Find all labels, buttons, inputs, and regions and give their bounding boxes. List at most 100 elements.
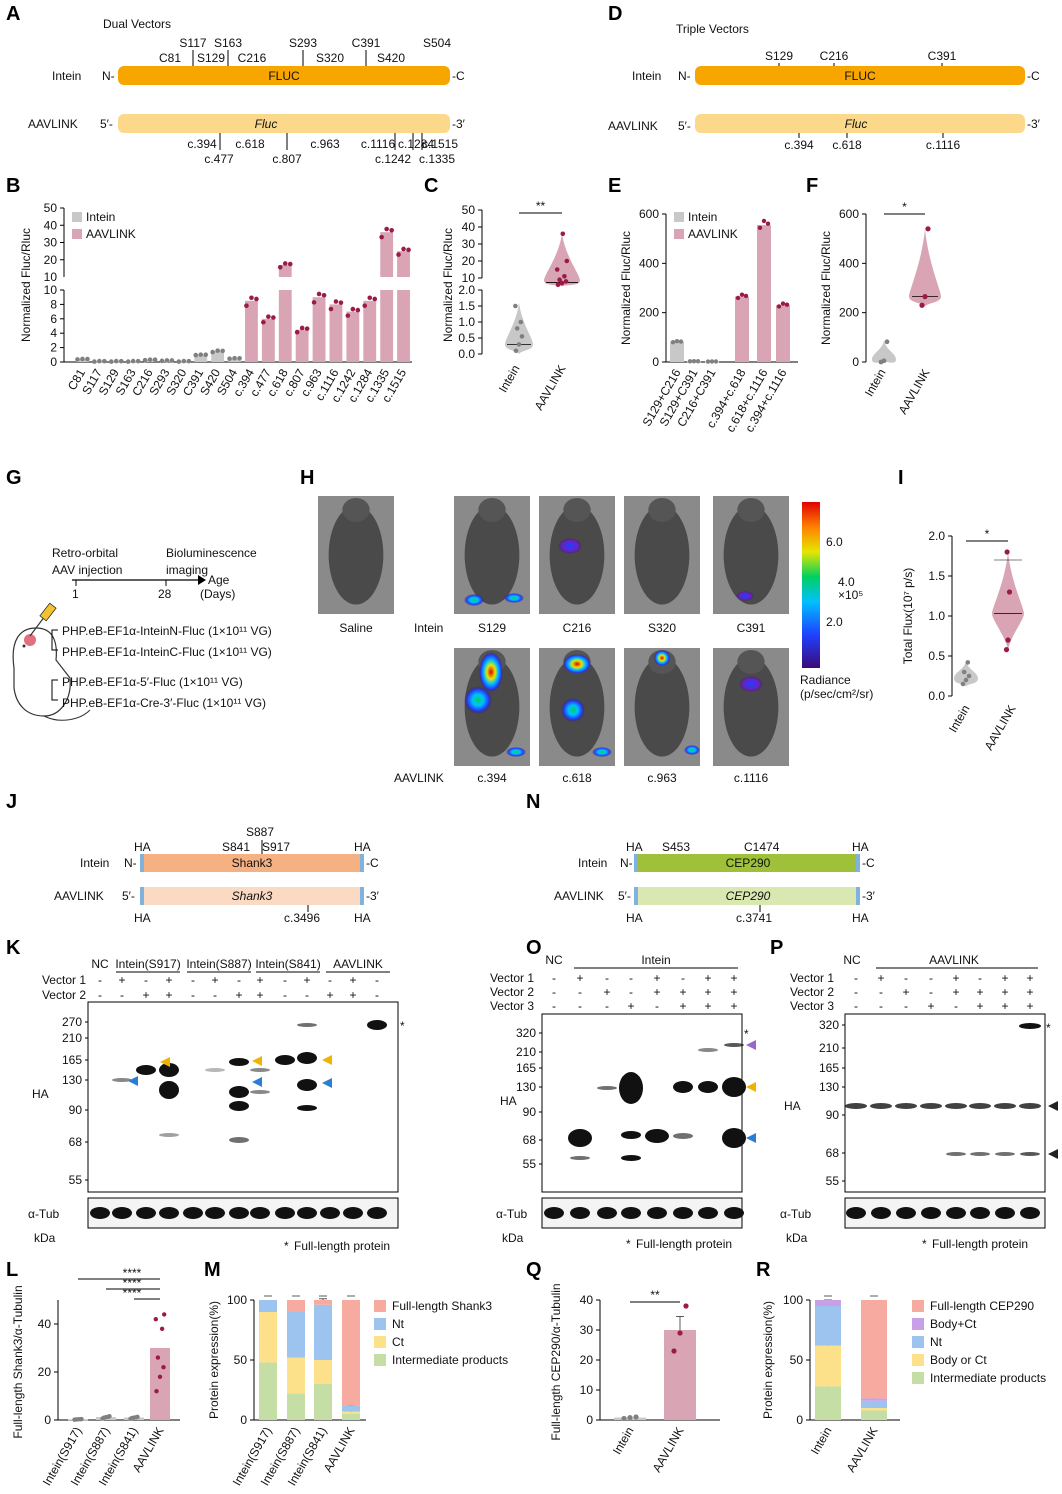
- c-point-aavlink-0: [555, 282, 561, 288]
- cep290-ha-top-right: HA: [852, 840, 869, 854]
- panel-label-f: F: [806, 175, 818, 197]
- l-significance-0: ****: [123, 1266, 142, 1280]
- i-ytick-label-4: 2.0: [928, 529, 945, 543]
- blot-k-sign-1-6: +: [235, 988, 242, 1002]
- blot-k-arrowhead-icon-2: [252, 1056, 262, 1066]
- b-bar-8: [211, 351, 225, 362]
- i-ylabel: Total Flux(10⁷ p/s): [901, 568, 915, 664]
- d-site-bot-1: c.618: [832, 138, 862, 152]
- e-point-3-2: [743, 293, 749, 299]
- blot-o-kda-label: kDa: [502, 1231, 524, 1245]
- b-point-2-2: [118, 358, 124, 364]
- cep290-protein-bar: [634, 854, 860, 872]
- blot-k-fulllength-star: *: [400, 1019, 405, 1033]
- shank3-gene-ha-right: [360, 887, 364, 905]
- b-point-14-2: [321, 292, 327, 298]
- c-point-aavlink-4: [562, 274, 567, 279]
- mouse-label-top-3: C391: [737, 621, 766, 635]
- q-point-0-2: [633, 1414, 639, 1420]
- e-ytick-label-0: 0: [652, 355, 659, 369]
- cep290-cut-site: c.3741: [736, 911, 772, 925]
- c-point-intein-1: [516, 342, 522, 347]
- blot-o-sign-1-4: +: [653, 985, 660, 999]
- f-ytick-label-0: 0: [852, 355, 859, 369]
- blot-p-sign-2-0: -: [854, 999, 858, 1013]
- chart-r: 0 50 100 Protein expression(%) Intein AAVLINK…: [761, 1293, 1046, 1475]
- chart-r-seg-1-4: [861, 1300, 887, 1399]
- blot-k-band-6: [229, 1058, 249, 1066]
- blot-k-vector-label-0: Vector 1: [42, 973, 86, 987]
- l-ytick-label-1: 20: [38, 1365, 52, 1379]
- blot-o-sign-1-5: +: [679, 985, 686, 999]
- panel-a-intein-label: Intein: [52, 69, 81, 83]
- c-point-intein-2: [519, 334, 525, 339]
- chart-r-legend-swatch-4: [912, 1300, 924, 1312]
- blot-p-tub-band-1: [871, 1207, 891, 1219]
- q-point-1-2: [683, 1303, 689, 1309]
- shank3-ha-bottom-left: HA: [134, 911, 151, 925]
- shank3-gene-bar: [140, 887, 364, 905]
- blot-o-nc-label: NC: [545, 953, 563, 967]
- radiance-tick-2: 2.0: [826, 615, 843, 629]
- blot-p-sign-0-4: +: [952, 971, 959, 985]
- i-point-intein-1: [963, 677, 969, 683]
- mouse-body-s320: [634, 505, 690, 605]
- b-bar-13: [295, 329, 309, 362]
- fluc-protein-label-d: FLUC: [844, 69, 876, 83]
- b-bar-10: [245, 300, 258, 362]
- blot-o-marker-2: 165: [516, 1061, 536, 1075]
- chart-m-legend-2: Nt: [392, 1317, 405, 1331]
- cep290-n-term: N-: [620, 856, 633, 870]
- panel-label-k: K: [6, 937, 21, 959]
- blot-p-sign-2-7: +: [1026, 999, 1033, 1013]
- blot-p-marker-5: 68: [826, 1146, 840, 1160]
- blot-k-sign-1-3: +: [165, 988, 172, 1002]
- mouse-label-bottom-0: c.394: [477, 771, 507, 785]
- site-mid-4: S420: [377, 51, 405, 65]
- f-violin-intein: [872, 341, 896, 363]
- b-bar-18: [380, 232, 394, 277]
- blot-o-band-6: [645, 1129, 669, 1143]
- cep290-3prime: -3′: [862, 889, 876, 903]
- b-point-19-1: [401, 246, 406, 252]
- d-site-bot-2: c.1116: [926, 138, 961, 152]
- blot-k-band-7: [229, 1086, 249, 1098]
- panel-label-h: H: [300, 467, 314, 489]
- shank3-aavlink-label: AAVLINK: [54, 889, 104, 903]
- panel-d-intein-label: Intein: [632, 69, 661, 83]
- blot-o-marker-0: 320: [516, 1026, 536, 1040]
- panel-d-title: Triple Vectors: [676, 22, 749, 36]
- panel-label-c: C: [424, 175, 438, 197]
- l-point-2-4: [133, 1415, 139, 1420]
- b-point-15-1: [333, 299, 339, 304]
- blot-o-tub-label: α-Tub: [496, 1207, 527, 1221]
- blot-p-band-12: [1019, 1023, 1041, 1029]
- fluc-protein-bar: [118, 66, 450, 85]
- blot-k-tub-band-11: [343, 1207, 363, 1219]
- mouse-label-top-0: S129: [478, 621, 506, 635]
- blot-k-sign-0-1: +: [118, 973, 125, 987]
- blot-p-group: AAVLINK: [929, 953, 979, 967]
- blot-p-sign-2-1: -: [879, 999, 883, 1013]
- chart-m-seg-0-1: [259, 1312, 277, 1363]
- construct-4: PHP.eB-EF1α-Cre-3′-Fluc (1×10¹¹ VG): [62, 696, 266, 710]
- b-point-0-0: [75, 357, 80, 362]
- blot-p-tub-label: α-Tub: [780, 1207, 811, 1221]
- blot-p-marker-3: 130: [819, 1080, 839, 1094]
- chart-r-seg-1-3: [861, 1398, 887, 1401]
- e-point-0-1: [674, 338, 680, 344]
- blot-o-marker-1: 210: [516, 1045, 536, 1059]
- shank3-gene-label: Shank3: [232, 889, 273, 903]
- panel-label-i: I: [898, 467, 904, 489]
- blot-p-marker-4: 90: [826, 1108, 840, 1122]
- blot-k-marker-4: 90: [69, 1103, 83, 1117]
- mouse-body-c394: [464, 657, 520, 757]
- b-ytick-label-break: 10: [44, 270, 58, 284]
- b-point-13-1: [299, 325, 305, 331]
- e-legend-swatch-intein: [674, 212, 684, 222]
- blot-k-tub-band-9: [297, 1207, 317, 1219]
- chart-r-seg-0-1: [815, 1345, 841, 1387]
- blot-p-band-9: [970, 1152, 990, 1156]
- blot-p-marker-6: 55: [826, 1174, 840, 1188]
